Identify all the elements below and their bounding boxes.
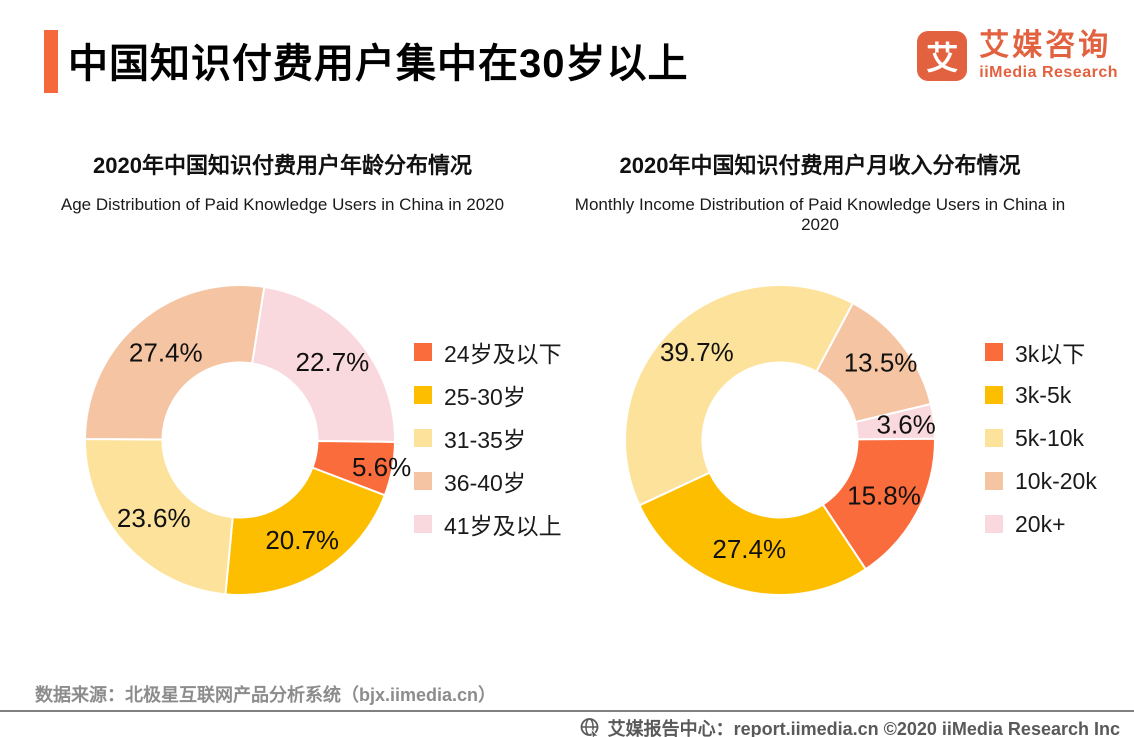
legend-swatch	[985, 472, 1003, 490]
legend-item: 25-30岁	[414, 383, 562, 410]
slice-label: 27.4%	[129, 338, 203, 368]
legend-label: 10k-20k	[1015, 467, 1097, 494]
donut-slice-41岁及以上	[250, 285, 396, 443]
income-chart-legend: 3k以下 3k-5k 5k-10k 10k-20k 20k+	[985, 340, 1097, 537]
slice-label: 20.7%	[265, 525, 339, 555]
legend-label: 41岁及以上	[444, 513, 562, 539]
logo-name-cn: 艾媒咨询	[979, 29, 1112, 62]
logo-mark-icon: 艾	[917, 31, 968, 81]
age-chart-title: 2020年中国知识付费用户年龄分布情况	[93, 153, 472, 178]
slice-label: 22.7%	[296, 347, 370, 377]
legend-item: 20k+	[985, 510, 1097, 537]
legend-swatch	[985, 429, 1003, 447]
legend-item: 5k-10k	[985, 424, 1097, 451]
legend-label: 3k以下	[1015, 341, 1086, 367]
footer: 艾媒报告中心：report.iimedia.cn ©2020 iiMedia R…	[579, 715, 1120, 737]
legend-item: 10k-20k	[985, 467, 1097, 494]
slice-label: 39.7%	[660, 337, 734, 367]
donut-slice-31-35岁	[84, 438, 234, 596]
income-chart-header: 2020年中国知识付费用户月收入分布情况 Monthly Income Dist…	[555, 148, 1085, 235]
donut-slice-3k-5k	[638, 471, 868, 596]
legend-swatch	[414, 386, 432, 404]
slice-label: 15.8%	[847, 480, 921, 510]
age-chart-header: 2020年中国知识付费用户年龄分布情况 Age Distribution of …	[20, 148, 545, 215]
slice-label: 3.6%	[877, 410, 936, 440]
slice-label: 13.5%	[844, 347, 918, 377]
legend-item: 3k以下	[985, 340, 1097, 367]
legend-label: 25-30岁	[444, 384, 526, 410]
legend-label: 5k-10k	[1015, 424, 1085, 451]
donut-slice-36-40岁	[83, 284, 266, 441]
slice-label: 27.4%	[712, 534, 786, 564]
legend-swatch	[414, 429, 432, 447]
legend-label: 31-35岁	[444, 427, 526, 453]
age-chart-subtitle: Age Distribution of Paid Knowledge Users…	[60, 195, 505, 214]
legend-swatch	[985, 386, 1003, 404]
legend-item: 36-40岁	[414, 469, 562, 496]
legend-item: 41岁及以上	[414, 512, 562, 539]
iimedia-logo: 艾 艾媒咨询 iiMedia Research	[917, 30, 1118, 82]
donut-slice-25-30岁	[224, 466, 387, 596]
legend-item: 24岁及以下	[414, 340, 562, 367]
legend-label: 24岁及以下	[444, 341, 562, 367]
income-donut-chart: 13.5% 3.6% 15.8% 27.4% 39.7%	[624, 284, 937, 596]
logo-name-en: iiMedia Research	[979, 64, 1118, 81]
page-title: 中国知识付费用户集中在30岁以上	[68, 42, 689, 86]
age-donut-chart: 22.7% 5.6% 20.7% 23.6% 27.4%	[83, 284, 411, 596]
legend-swatch	[985, 515, 1003, 533]
donut-slice-5k-10k	[624, 284, 855, 507]
income-chart-subtitle: Monthly Income Distribution of Paid Know…	[574, 195, 1066, 234]
legend-label: 3k-5k	[1015, 381, 1072, 408]
legend-swatch	[414, 343, 432, 361]
footer-divider	[0, 710, 1134, 712]
legend-label: 20k+	[1015, 510, 1066, 537]
age-chart-legend: 24岁及以下 25-30岁 31-35岁 36-40岁 41岁及以上	[414, 340, 562, 539]
legend-item: 3k-5k	[985, 381, 1097, 408]
logo-text: 艾媒咨询 iiMedia Research	[979, 30, 1118, 82]
globe-cursor-icon	[580, 718, 599, 737]
legend-label: 36-40岁	[444, 470, 526, 496]
footer-text: 艾媒报告中心：report.iimedia.cn ©2020 iiMedia R…	[607, 719, 1120, 737]
slice-label: 23.6%	[117, 503, 191, 533]
legend-swatch	[414, 472, 432, 490]
slice-label: 5.6%	[352, 452, 411, 482]
data-source-note: 数据来源：北极星互联网产品分析系统（bjx.iimedia.cn）	[35, 685, 497, 705]
income-chart-title: 2020年中国知识付费用户月收入分布情况	[619, 153, 1021, 178]
legend-swatch	[414, 515, 432, 533]
title-accent-bar	[44, 30, 58, 93]
legend-swatch	[985, 343, 1003, 361]
legend-item: 31-35岁	[414, 426, 562, 453]
